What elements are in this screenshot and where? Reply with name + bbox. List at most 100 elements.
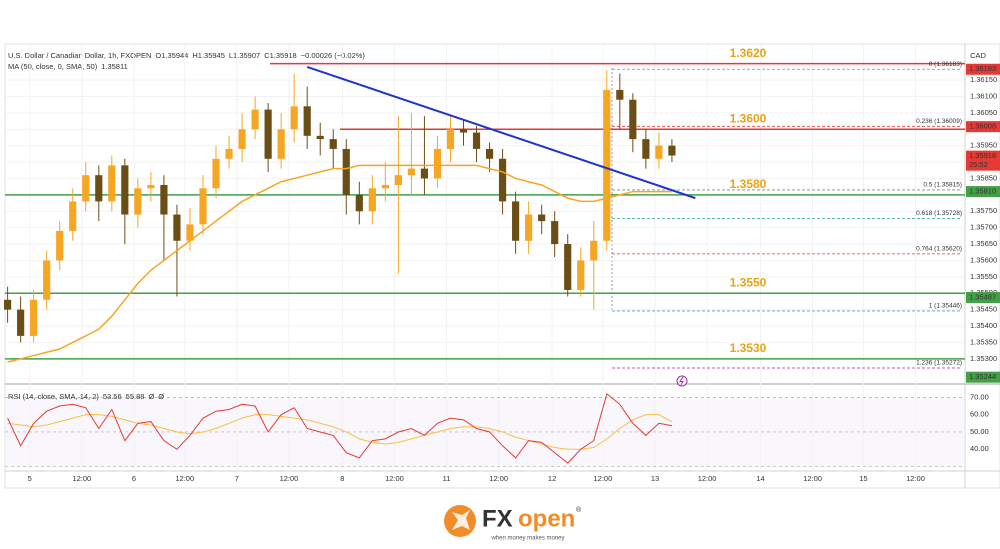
- fib-label: 0.618 (1.35728): [916, 210, 962, 217]
- x-tick-label: 5: [28, 474, 32, 483]
- candle-body: [499, 158, 507, 202]
- x-tick-label: 12:00: [72, 474, 91, 483]
- candle-body: [43, 260, 51, 300]
- x-tick-label: 11: [443, 474, 451, 483]
- x-tick-label: 12:00: [698, 474, 717, 483]
- candle-body: [381, 185, 389, 189]
- fib-label: 0.764 (1.35620): [916, 246, 962, 253]
- candle-body: [186, 224, 194, 241]
- x-tick-label: 12:00: [385, 474, 404, 483]
- x-tick-label: 13: [651, 474, 659, 483]
- level-label: 1.3600: [730, 111, 767, 125]
- candle-body: [238, 129, 246, 149]
- x-tick-label: 12:00: [489, 474, 508, 483]
- logo-tagline: when money makes money: [490, 536, 564, 542]
- price-tag: [966, 371, 1000, 383]
- level-label: 1.3550: [730, 275, 767, 289]
- rsi-legend: 53.56: [103, 392, 122, 401]
- price-tag-label: 1.36183: [969, 64, 996, 73]
- rsi-tick-label: 60.00: [970, 410, 989, 419]
- candle-body: [108, 165, 116, 202]
- price-tag-label: 1.35244: [969, 372, 996, 381]
- candle-body: [134, 188, 142, 215]
- x-tick-label: 8: [340, 474, 344, 483]
- currency-label: CAD: [970, 51, 986, 60]
- price-tag: [966, 63, 1000, 75]
- y-tick-label: 1.36050: [970, 108, 997, 117]
- event-bolt: [679, 376, 684, 386]
- x-tick-label: 12:00: [906, 474, 925, 483]
- y-tick-label: 1.35650: [970, 239, 997, 248]
- y-tick-label: 1.35850: [970, 173, 997, 182]
- header-text: C1.35918: [264, 51, 297, 60]
- candle-body: [355, 194, 363, 212]
- candle-body: [603, 89, 611, 241]
- y-tick-label: 1.35450: [970, 305, 997, 314]
- x-tick-label: 12:00: [175, 474, 194, 483]
- level-label: 1.3530: [730, 341, 767, 355]
- candle-body: [303, 106, 311, 136]
- candle-body: [225, 148, 233, 159]
- ma-line: [7, 164, 672, 363]
- fib-label: 0 (1.36183): [929, 61, 962, 68]
- candle-body: [668, 145, 676, 156]
- price-tag: [966, 291, 1000, 303]
- y-tick-label: 1.35400: [970, 321, 997, 330]
- rsi-tick-label: 70.00: [970, 392, 989, 401]
- logo-brand-b: open: [518, 505, 575, 532]
- rsi-tick-label: 50.00: [970, 427, 989, 436]
- price-tag-label: 1.35810: [969, 187, 996, 196]
- candle-body: [577, 260, 585, 290]
- x-tick-label: 12:00: [593, 474, 612, 483]
- candle-body: [316, 135, 324, 140]
- fib-label: 1.236 (1.35272): [916, 360, 962, 367]
- candle-body: [642, 139, 650, 159]
- header-text: −0.00026 (−0.02%): [301, 51, 366, 60]
- trend-line: [306, 66, 696, 200]
- rsi-legend: 55.88: [126, 392, 145, 401]
- candle-body: [69, 201, 77, 231]
- candle-body: [251, 109, 259, 130]
- y-tick-label: 1.35950: [970, 141, 997, 150]
- candle-body: [199, 188, 207, 225]
- candle-body: [512, 201, 520, 241]
- price-tag-countdown: 25:52: [969, 160, 988, 169]
- candle-body: [407, 168, 415, 176]
- candle-body: [394, 175, 402, 186]
- level-label: 1.3580: [730, 177, 767, 191]
- ma-legend: MA (50, close, 0, SMA, 50): [8, 62, 98, 71]
- candle-body: [551, 221, 559, 245]
- candle-body: [485, 148, 494, 159]
- y-tick-label: 1.35600: [970, 255, 997, 264]
- y-tick-label: 1.35550: [970, 272, 997, 281]
- candle-body: [342, 148, 350, 195]
- candle-body: [525, 214, 533, 241]
- ma-legend: 1.35811: [101, 62, 128, 71]
- candle-body: [538, 214, 546, 222]
- candle-body: [173, 214, 181, 241]
- rsi-legend: RSI (14, close, SMA, 14, 2): [8, 392, 99, 401]
- header-text: U.S. Dollar / Canadian Dollar, 1h, FXOPE…: [8, 51, 151, 60]
- fib-label: 1 (1.35446): [929, 303, 962, 310]
- y-tick-label: 1.36100: [970, 91, 997, 100]
- candle-body: [212, 158, 220, 189]
- candle-body: [564, 244, 572, 290]
- fib-label: 0.5 (1.35815): [923, 182, 962, 189]
- candle-body: [433, 148, 442, 179]
- candle-body: [629, 99, 637, 140]
- rsi-legend: Ø: [148, 392, 154, 401]
- price-tag: [966, 150, 1000, 171]
- level-label: 1.3620: [730, 46, 767, 60]
- header-text: L1.35907: [229, 51, 260, 60]
- candle-body: [264, 109, 272, 159]
- frame: [4, 43, 1000, 489]
- y-tick-label: 1.36150: [970, 75, 997, 84]
- logo-mark: ®: [576, 506, 582, 514]
- x-tick-label: 6: [132, 474, 136, 483]
- x-tick-label: 14: [756, 474, 764, 483]
- price-tag: [966, 186, 1000, 198]
- candle-body: [329, 139, 337, 149]
- logo-fox: [452, 510, 470, 530]
- candle-body: [446, 129, 455, 149]
